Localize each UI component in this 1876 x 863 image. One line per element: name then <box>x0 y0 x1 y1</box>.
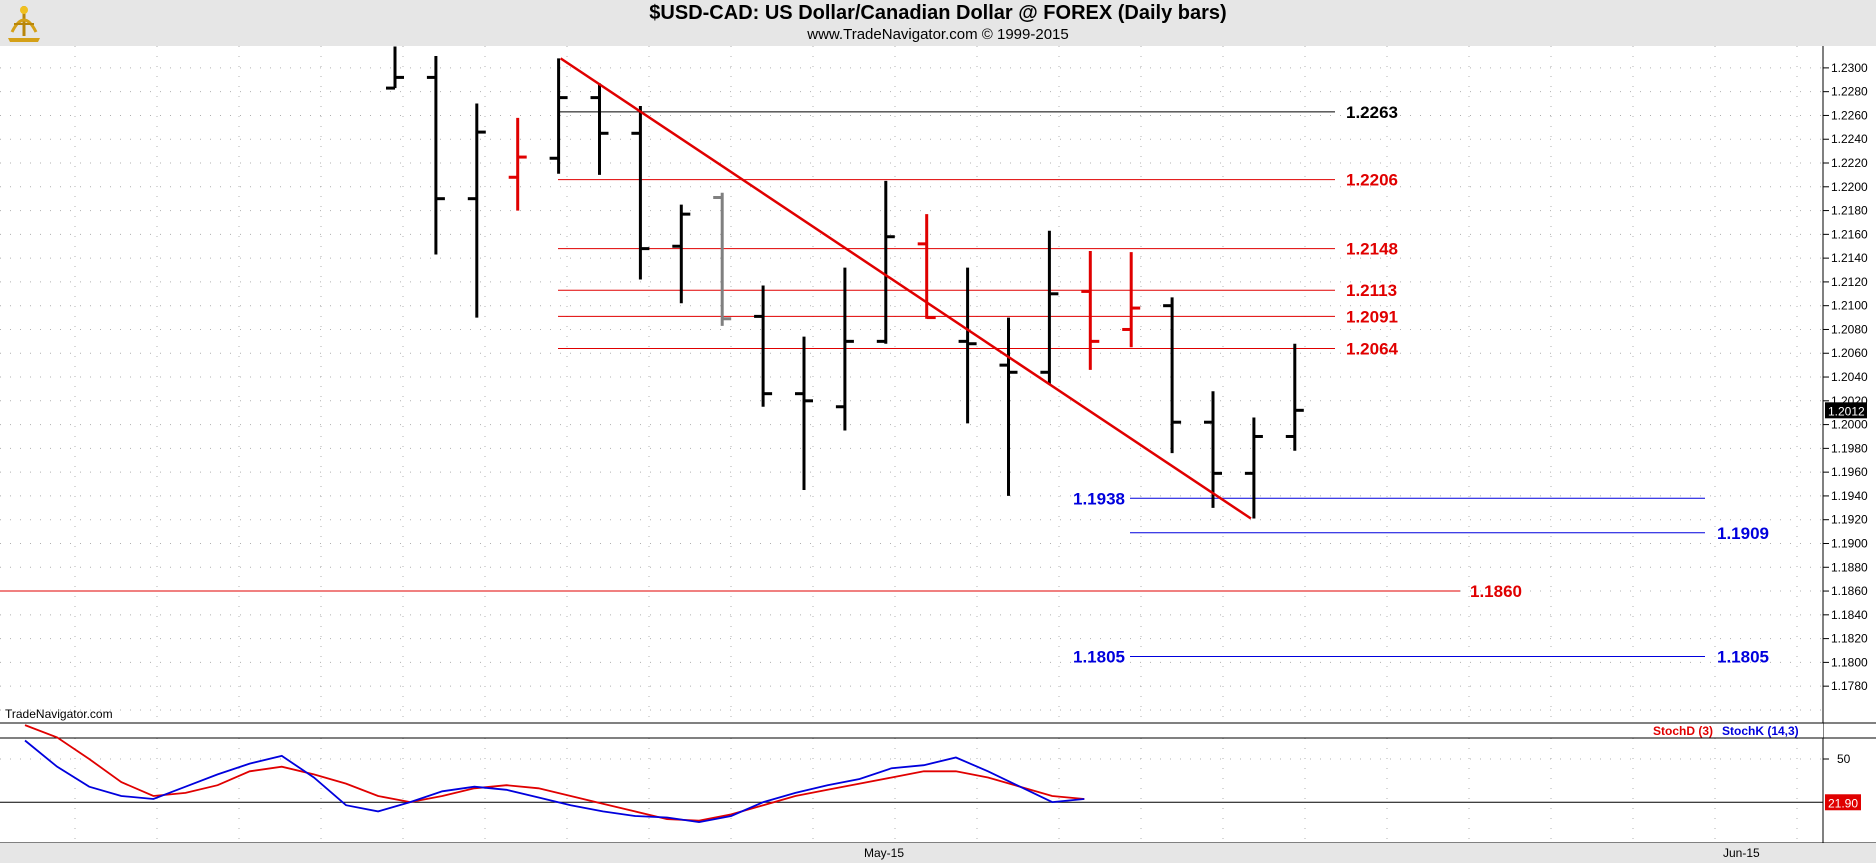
ohlc-bar <box>1081 250 1100 370</box>
y-tick-label: 1.1900 <box>1831 536 1868 550</box>
watermark-text: TradeNavigator.com <box>5 707 113 721</box>
stochk-line <box>24 739 1085 824</box>
ohlc-bar <box>672 204 691 304</box>
level-label: 1.2064 <box>1346 339 1399 358</box>
x-label-jun: Jun-15 <box>1723 846 1760 860</box>
ohlc-bar <box>876 180 895 344</box>
ohlc-bar <box>835 267 854 431</box>
y-tick-label: 1.1940 <box>1831 489 1868 503</box>
y-tick-label: 1.2180 <box>1831 204 1868 218</box>
ohlc-bar <box>1204 391 1222 508</box>
chart-title: $USD-CAD: US Dollar/Canadian Dollar @ FO… <box>649 2 1227 24</box>
x-label-may: May-15 <box>864 846 905 860</box>
y-tick-label: 1.2200 <box>1831 180 1868 194</box>
level-label: 1.2263 <box>1346 103 1398 122</box>
y-tick-label: 1.2000 <box>1831 418 1868 432</box>
ohlc-bar <box>795 336 813 490</box>
level-label: 1.1805 <box>1073 647 1125 666</box>
y-tick-label: 1.2240 <box>1831 132 1868 146</box>
tradenavigator-logo-icon <box>8 6 40 42</box>
level-label-right: 1.1805 <box>1717 647 1769 666</box>
chart-header: $USD-CAD: US Dollar/Canadian Dollar @ FO… <box>0 0 1876 46</box>
level-label: 1.2206 <box>1346 171 1398 190</box>
y-tick-label: 1.1920 <box>1831 513 1868 527</box>
y-tick-label: 1.1840 <box>1831 608 1868 622</box>
indicator-header <box>0 723 1823 738</box>
ohlc-bar <box>1040 230 1059 385</box>
level-label: 1.2148 <box>1346 240 1398 259</box>
stochd-legend: StochD (3) <box>1653 724 1713 738</box>
y-tick-label: 1.2220 <box>1831 156 1868 170</box>
ohlc-bar <box>508 117 527 211</box>
y-tick-label: 1.1820 <box>1831 632 1868 646</box>
last-price-label: 1.2012 <box>1828 404 1865 418</box>
y-tick-label: 1.1880 <box>1831 560 1868 574</box>
ohlc-bar <box>1163 297 1182 454</box>
y-tick-label: 1.2100 <box>1831 299 1868 313</box>
ohlc-bars <box>386 46 1304 519</box>
ind-value-label: 21.90 <box>1828 796 1858 810</box>
level-label: 1.1938 <box>1073 489 1125 508</box>
ohlc-bar <box>713 192 732 326</box>
y-tick-label: 1.1960 <box>1831 465 1868 479</box>
stochk-legend: StochK (14,3) <box>1722 724 1799 738</box>
ohlc-bar <box>754 285 773 407</box>
y-tick-label: 1.2120 <box>1831 275 1868 289</box>
y-tick-label: 1.2060 <box>1831 346 1868 360</box>
y-tick-label: 1.2140 <box>1831 251 1868 265</box>
y-tick-label: 1.1860 <box>1831 584 1868 598</box>
y-tick-label: 1.2040 <box>1831 370 1868 384</box>
ohlc-bar <box>386 46 404 90</box>
horizontal-levels: 1.2263 1.2206 1.2148 1.2113 1.2091 1.2064 1.19… <box>0 103 1769 666</box>
ohlc-bar <box>999 317 1018 496</box>
ohlc-bar <box>549 58 568 174</box>
ohlc-bar <box>958 267 977 424</box>
ohlc-bar <box>1244 417 1263 519</box>
ohlc-bar <box>631 105 650 280</box>
ohlc-bar <box>467 103 486 318</box>
ind-y-tick-label: 50 <box>1837 752 1851 766</box>
level-label: 1.2091 <box>1346 307 1398 326</box>
chart-subtitle: www.TradeNavigator.com © 1999-2015 <box>807 26 1069 43</box>
y-tick-label: 1.1800 <box>1831 655 1868 669</box>
level-label: 1.1909 <box>1717 524 1769 543</box>
chart-footer <box>0 843 1876 863</box>
ohlc-bar <box>1122 252 1141 348</box>
level-label: 1.1860 <box>1470 582 1522 601</box>
ohlc-bar <box>426 56 445 255</box>
price-axis: 1.2300 1.2280 1.2260 1.2240 1.2220 1.2200 1.21… <box>1823 61 1868 693</box>
y-tick-label: 1.1980 <box>1831 441 1868 455</box>
ohlc-bar <box>1285 343 1304 451</box>
y-tick-label: 1.2260 <box>1831 108 1868 122</box>
last-price-box <box>1825 402 1867 419</box>
y-tick-label: 1.2280 <box>1831 85 1868 99</box>
stochd-line <box>24 724 1085 822</box>
y-tick-label: 1.2300 <box>1831 61 1868 75</box>
level-label: 1.2113 <box>1346 281 1397 300</box>
y-tick-label: 1.2160 <box>1831 227 1868 241</box>
y-tick-label: 1.1780 <box>1831 679 1868 693</box>
y-tick-label: 1.2080 <box>1831 322 1868 336</box>
trendline <box>559 57 1252 520</box>
ind-value-box <box>1825 794 1861 811</box>
ohlc-bar <box>590 83 609 175</box>
price-axis-panel <box>1823 46 1876 843</box>
